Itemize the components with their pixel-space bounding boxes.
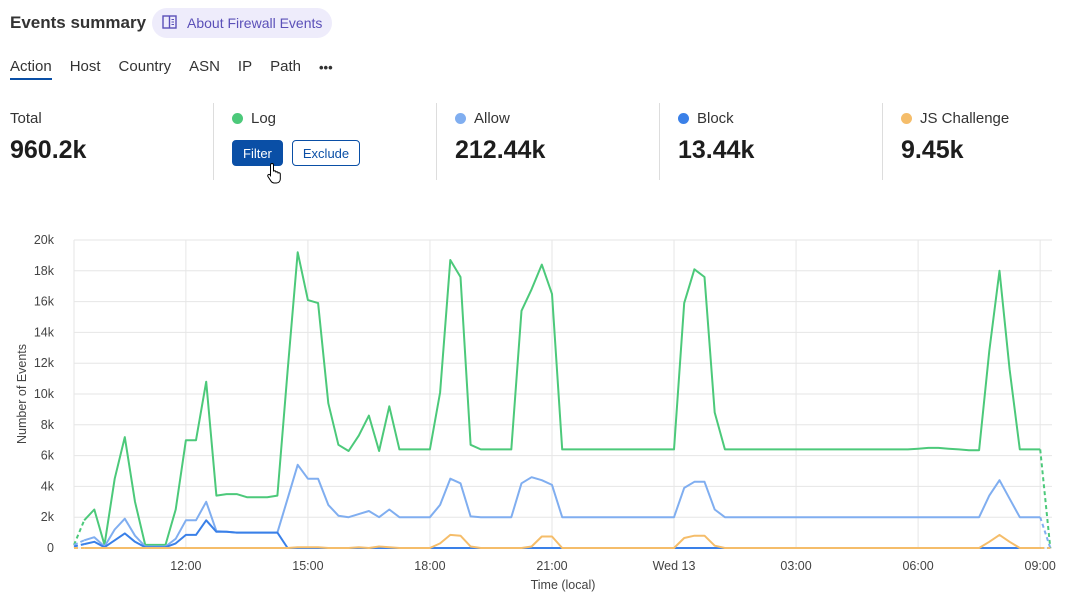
y-tick-label: 8k bbox=[41, 418, 55, 432]
x-tick-label: 18:00 bbox=[414, 559, 445, 573]
y-tick-label: 10k bbox=[34, 387, 55, 401]
series-line-js-challenge[interactable] bbox=[84, 533, 1041, 549]
tab-path[interactable]: Path bbox=[270, 58, 301, 75]
hand-pointer-cursor-icon bbox=[266, 162, 284, 189]
exclude-button[interactable]: Exclude bbox=[291, 140, 361, 166]
y-tick-label: 6k bbox=[41, 449, 55, 463]
filter-button[interactable]: Filter bbox=[232, 140, 283, 166]
stat-allow: Allow 212.44k bbox=[455, 103, 545, 180]
stat-label: JS Challenge bbox=[920, 110, 1010, 127]
divider bbox=[882, 103, 883, 180]
book-icon bbox=[162, 14, 177, 32]
stat-value: 9.45k bbox=[901, 136, 964, 164]
divider bbox=[659, 103, 660, 180]
x-axis-label: Time (local) bbox=[531, 578, 596, 592]
series-partial-start-log bbox=[73, 519, 86, 546]
x-tick-label: 15:00 bbox=[292, 559, 323, 573]
x-tick-label: Wed 13 bbox=[653, 559, 696, 573]
allow-dot-icon bbox=[455, 113, 466, 124]
y-axis-label: Number of Events bbox=[15, 344, 29, 444]
y-tick-label: 16k bbox=[34, 295, 55, 309]
stat-label: Log bbox=[251, 110, 277, 127]
y-tick-label: 18k bbox=[34, 264, 55, 278]
y-tick-label: 12k bbox=[34, 356, 55, 370]
series-line-block[interactable] bbox=[83, 519, 1041, 549]
x-tick-label: 12:00 bbox=[170, 559, 201, 573]
series-partial-end-log bbox=[1039, 449, 1052, 549]
log-dot-icon bbox=[232, 113, 243, 124]
series-partial-start-block bbox=[73, 543, 85, 548]
x-tick-label: 03:00 bbox=[780, 559, 811, 573]
series-line-log[interactable] bbox=[83, 251, 1041, 546]
stat-js-challenge: JS Challenge 9.45k bbox=[901, 103, 1009, 180]
about-label: About Firewall Events bbox=[187, 15, 323, 31]
tab-host[interactable]: Host bbox=[69, 58, 101, 75]
dimension-tabs: Action Host Country ASN IP Path ••• bbox=[10, 58, 333, 80]
series-partial-start-allow bbox=[73, 539, 85, 546]
stat-total: Total 960.2k bbox=[10, 103, 86, 180]
stat-log: Log Filter Exclude bbox=[232, 103, 361, 180]
x-tick-label: 06:00 bbox=[902, 559, 933, 573]
y-tick-label: 20k bbox=[34, 233, 55, 247]
stat-label: Block bbox=[697, 110, 734, 127]
x-tick-label: 09:00 bbox=[1025, 559, 1056, 573]
stat-value: 212.44k bbox=[455, 136, 546, 164]
tab-action[interactable]: Action bbox=[10, 58, 52, 80]
stat-value: 13.44k bbox=[678, 136, 755, 164]
block-dot-icon bbox=[678, 113, 689, 124]
tab-asn[interactable]: ASN bbox=[189, 58, 220, 75]
y-tick-label: 14k bbox=[34, 325, 55, 339]
stat-value: 960.2k bbox=[10, 136, 87, 164]
js-challenge-dot-icon bbox=[901, 113, 912, 124]
y-tick-label: 4k bbox=[41, 479, 55, 493]
divider bbox=[436, 103, 437, 180]
stat-label: Allow bbox=[474, 110, 510, 127]
tab-ip[interactable]: IP bbox=[237, 58, 253, 75]
more-tabs-button[interactable]: ••• bbox=[318, 60, 333, 75]
y-tick-label: 2k bbox=[41, 510, 55, 524]
y-tick-label: 0 bbox=[47, 541, 54, 555]
page-title: Events summary bbox=[10, 13, 147, 32]
series-partial-end-allow bbox=[1039, 516, 1052, 549]
stat-label: Total bbox=[10, 110, 42, 127]
about-firewall-events-link[interactable]: About Firewall Events bbox=[152, 8, 333, 38]
series-line-allow[interactable] bbox=[83, 463, 1041, 548]
x-tick-label: 21:00 bbox=[536, 559, 567, 573]
divider bbox=[213, 103, 214, 180]
tab-country[interactable]: Country bbox=[118, 58, 172, 75]
stat-block: Block 13.44k bbox=[678, 103, 754, 180]
